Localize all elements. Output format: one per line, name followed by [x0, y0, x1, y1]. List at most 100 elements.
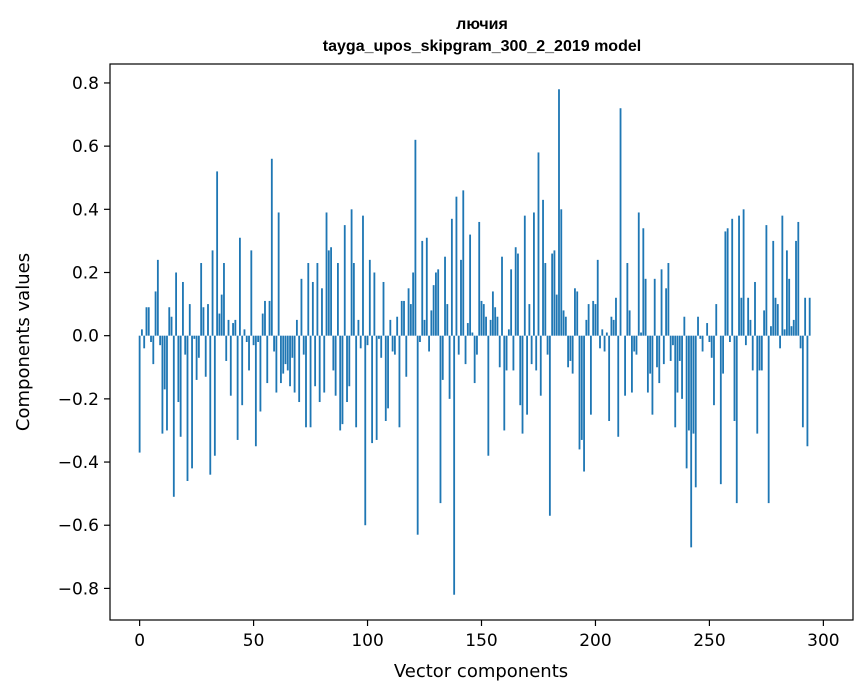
bar-239 — [683, 316, 686, 336]
bar-74 — [307, 263, 310, 336]
bar-99 — [364, 335, 367, 526]
bar-26 — [197, 335, 200, 358]
bar-258 — [726, 228, 729, 336]
bar-282 — [781, 215, 784, 336]
bar-127 — [428, 335, 430, 352]
bar-270 — [754, 281, 756, 336]
bar-50 — [252, 335, 255, 346]
chart-title: лючия — [456, 16, 508, 33]
bar-210 — [617, 335, 620, 437]
bar-113 — [396, 316, 399, 336]
bar-20 — [184, 335, 187, 355]
y-tick-label-7: 0.6 — [72, 137, 99, 157]
bar-262 — [735, 335, 738, 504]
y-tick-label-1: −0.6 — [58, 516, 99, 536]
bar-138 — [453, 335, 456, 595]
bar-92 — [348, 335, 351, 387]
bar-116 — [403, 300, 405, 336]
bar-62 — [280, 335, 282, 384]
y-tick-label-3: −0.2 — [58, 390, 99, 410]
bar-11 — [163, 335, 166, 390]
bar-279 — [774, 297, 777, 336]
bar-133 — [441, 335, 444, 380]
bar-290 — [799, 335, 802, 349]
bar-241 — [687, 335, 690, 431]
bar-206 — [608, 335, 611, 421]
bar-12 — [166, 335, 168, 431]
bar-208 — [612, 319, 615, 336]
bar-131 — [437, 269, 440, 336]
bar-136 — [448, 335, 451, 399]
bar-202 — [599, 335, 601, 349]
bar-217 — [633, 335, 636, 352]
x-axis-label: Vector components — [394, 661, 568, 682]
bar-10 — [161, 335, 164, 434]
bar-228 — [658, 335, 661, 384]
bar-181 — [551, 253, 554, 336]
bar-147 — [473, 335, 476, 384]
bar-227 — [656, 335, 658, 368]
bar-157 — [496, 316, 499, 336]
bar-168 — [521, 335, 524, 434]
bar-112 — [393, 335, 396, 355]
bar-154 — [489, 319, 492, 336]
bar-34 — [216, 171, 219, 336]
bar-5 — [150, 335, 152, 342]
bar-13 — [168, 307, 171, 336]
bar-94 — [352, 263, 355, 336]
bar-18 — [179, 335, 182, 437]
bar-191 — [574, 288, 576, 336]
bar-8 — [156, 259, 159, 336]
bar-188 — [567, 335, 570, 368]
bar-149 — [478, 221, 481, 336]
bar-140 — [457, 335, 460, 355]
bar-32 — [211, 250, 214, 336]
bar-132 — [439, 335, 442, 504]
bar-80 — [321, 288, 323, 336]
bar-125 — [423, 319, 426, 336]
bar-230 — [662, 335, 665, 365]
bar-176 — [539, 335, 542, 396]
bar-41 — [232, 323, 234, 336]
bar-48 — [248, 335, 250, 371]
bar-280 — [776, 304, 779, 336]
bar-23 — [191, 335, 193, 469]
bars-group — [138, 89, 811, 595]
bar-151 — [482, 304, 485, 336]
bar-292 — [804, 297, 807, 336]
bar-164 — [512, 335, 515, 371]
y-tick-label-4: 0.0 — [72, 327, 99, 347]
bar-266 — [744, 335, 747, 346]
bar-56 — [266, 335, 269, 384]
bar-247 — [701, 335, 704, 352]
bar-245 — [697, 316, 699, 336]
bar-0 — [138, 335, 141, 453]
bar-19 — [182, 281, 184, 336]
bar-192 — [576, 291, 579, 336]
bar-246 — [699, 335, 702, 339]
bar-187 — [564, 316, 567, 336]
bar-249 — [706, 323, 709, 336]
bar-46 — [243, 329, 246, 336]
bar-169 — [523, 215, 526, 336]
bar-161 — [505, 335, 508, 371]
bar-223 — [646, 335, 649, 393]
bar-224 — [649, 335, 652, 374]
bar-15 — [172, 335, 175, 497]
bar-274 — [763, 310, 766, 336]
bar-126 — [425, 237, 428, 336]
x-tick-label-2: 100 — [351, 631, 383, 651]
bar-156 — [494, 307, 497, 336]
bar-141 — [460, 259, 462, 336]
bar-25 — [195, 335, 198, 380]
bar-87 — [337, 263, 339, 336]
y-tick-label-8: 0.8 — [72, 74, 99, 94]
bar-106 — [380, 335, 383, 358]
bar-199 — [592, 300, 595, 336]
bar-209 — [615, 297, 617, 336]
bar-108 — [384, 335, 387, 421]
bar-242 — [690, 335, 693, 548]
bar-238 — [681, 335, 683, 399]
bar-111 — [391, 335, 394, 352]
bar-272 — [758, 335, 761, 371]
